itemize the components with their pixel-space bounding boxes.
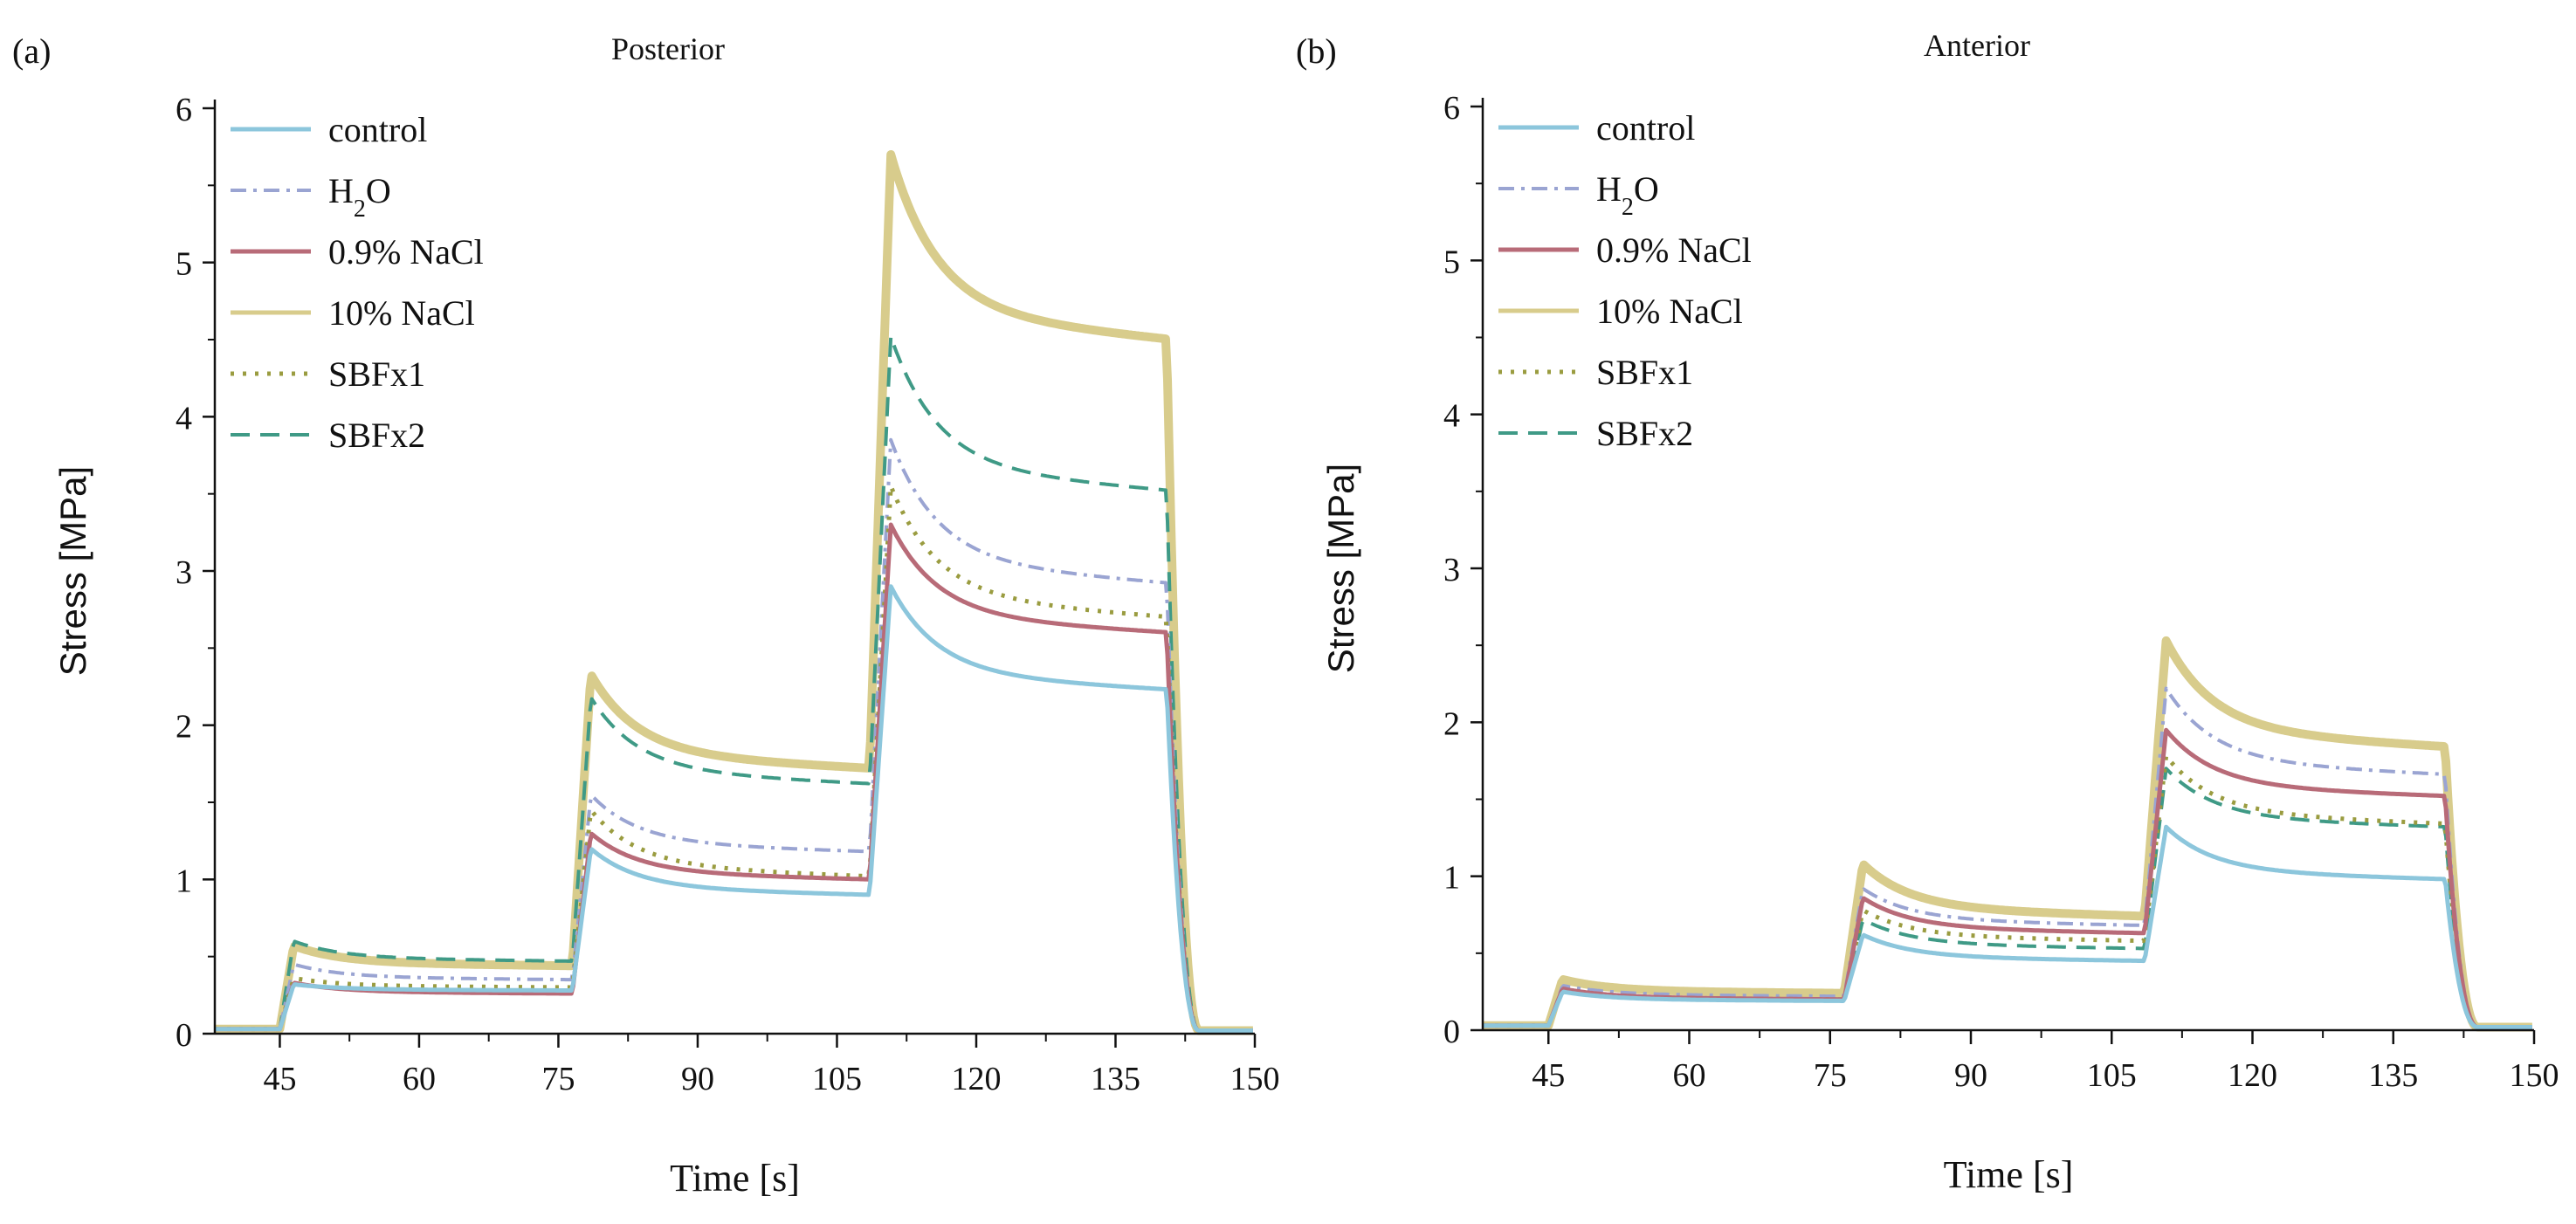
chart-title: Anterior [1924, 28, 2030, 63]
legend-label-1: H2O [328, 171, 391, 223]
legend-label-3: 10% NaCl [328, 293, 475, 333]
x-tick-label: 120 [2228, 1057, 2277, 1094]
legend: control H2O 0.9% NaCl 10% NaCl SBFx1 SBFx2 [1498, 108, 1752, 453]
x-tick-label: 60 [1673, 1057, 1706, 1094]
series-line-3 [215, 150, 1255, 1035]
chart-title: Posterior [611, 31, 725, 66]
series-line-1 [215, 437, 1253, 1033]
x-tick-label: 150 [2510, 1057, 2559, 1094]
series-line-2 [215, 522, 1254, 1033]
y-tick-label: 4 [176, 400, 192, 437]
legend-label-5: SBFx2 [1596, 414, 1693, 453]
panel-label: (a) [12, 31, 51, 71]
x-tick-label: 75 [1814, 1057, 1847, 1094]
legend-label-3: 10% NaCl [1596, 292, 1743, 331]
y-tick-label: 3 [176, 554, 192, 591]
y-tick-label: 0 [1443, 1014, 1460, 1050]
series-line-5 [215, 334, 1253, 1033]
y-tick-label: 2 [176, 709, 192, 746]
legend-label-0: control [328, 110, 427, 149]
series-line-5 [1483, 767, 2532, 1029]
y-tick-label: 4 [1443, 398, 1460, 435]
y-axis-label: Stress [MPa] [52, 466, 93, 676]
legend-label-2: 0.9% NaCl [1596, 230, 1752, 270]
x-axis-label: Time [s] [670, 1157, 800, 1200]
legend-label-4: SBFx1 [1596, 353, 1693, 392]
x-tick-label: 135 [2368, 1057, 2418, 1094]
legend-label-0: control [1596, 108, 1695, 148]
y-tick-label: 6 [176, 92, 192, 128]
x-tick-label: 90 [1954, 1057, 1987, 1094]
series-lines [1483, 636, 2534, 1032]
legend: control H2O 0.9% NaCl 10% NaCl SBFx1 SBFx2 [231, 110, 484, 455]
y-tick-label: 1 [176, 863, 192, 899]
legend-label-1: H2O [1596, 169, 1659, 221]
legend-label-5: SBFx2 [328, 416, 425, 455]
x-tick-label: 120 [951, 1061, 1001, 1097]
legend-label-4: SBFx1 [328, 354, 425, 394]
x-axis-label: Time [s] [1944, 1153, 2074, 1196]
y-tick-label: 1 [1443, 860, 1460, 897]
x-tick-label: 45 [1532, 1057, 1565, 1094]
y-tick-label: 3 [1443, 552, 1460, 588]
x-tick-label: 150 [1230, 1061, 1280, 1097]
series-line-1 [1483, 686, 2532, 1029]
panel-label: (b) [1296, 31, 1337, 71]
series-line-3 [1483, 636, 2534, 1032]
y-tick-label: 5 [176, 246, 192, 283]
series-lines [215, 150, 1255, 1035]
y-tick-label: 5 [1443, 244, 1460, 280]
y-tick-label: 0 [176, 1017, 192, 1054]
x-tick-label: 105 [812, 1061, 862, 1097]
x-tick-label: 75 [541, 1061, 575, 1097]
x-tick-label: 60 [403, 1061, 436, 1097]
x-tick-label: 135 [1091, 1061, 1140, 1097]
series-line-0 [215, 584, 1254, 1033]
y-tick-label: 2 [1443, 705, 1460, 742]
x-tick-label: 90 [681, 1061, 714, 1097]
y-tick-label: 6 [1443, 90, 1460, 127]
legend-label-2: 0.9% NaCl [328, 232, 484, 272]
y-axis-label: Stress [MPa] [1320, 464, 1361, 673]
x-tick-label: 45 [263, 1061, 296, 1097]
x-tick-label: 105 [2087, 1057, 2137, 1094]
series-line-0 [1483, 824, 2533, 1029]
